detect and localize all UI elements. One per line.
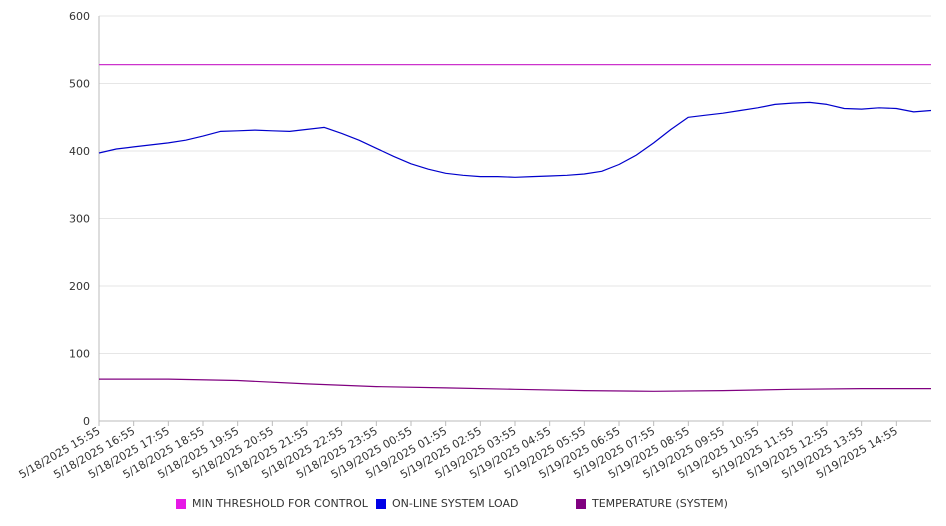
- legend-item-system-load: ON-LINE SYSTEM LOAD: [376, 497, 518, 510]
- y-tick-label: 400: [69, 145, 90, 158]
- y-axis: 0 100 200 300 400 500 600: [69, 10, 100, 428]
- legend-swatch-temperature: [576, 498, 586, 509]
- legend-swatch-min-threshold: [176, 498, 186, 509]
- legend-label-temperature: TEMPERATURE (SYSTEM): [592, 497, 728, 510]
- y-tick-label: 100: [69, 348, 90, 361]
- series-line-temperature: [99, 378, 931, 392]
- grid-lines: [99, 15, 931, 422]
- y-tick-label: 600: [69, 10, 90, 23]
- series-line-system-load: [98, 101, 932, 178]
- legend-item-min-threshold: MIN THRESHOLD FOR CONTROL: [176, 497, 368, 510]
- legend-item-temperature: TEMPERATURE (SYSTEM): [576, 497, 728, 510]
- legend-label-min-threshold: MIN THRESHOLD FOR CONTROL: [192, 497, 368, 510]
- legend-swatch-system-load: [376, 498, 386, 509]
- y-tick-label: 300: [69, 213, 90, 226]
- legend-label-system-load: ON-LINE SYSTEM LOAD: [392, 497, 519, 510]
- y-tick-label: 200: [69, 280, 90, 293]
- legend: MIN THRESHOLD FOR CONTROL ON-LINE SYSTEM…: [0, 497, 946, 515]
- x-axis: 5/18/2025 15:555/18/2025 16:555/18/2025 …: [17, 421, 900, 481]
- y-tick-label: 0: [83, 415, 90, 428]
- series-lines: [98, 63, 932, 392]
- y-tick-label: 500: [69, 78, 90, 91]
